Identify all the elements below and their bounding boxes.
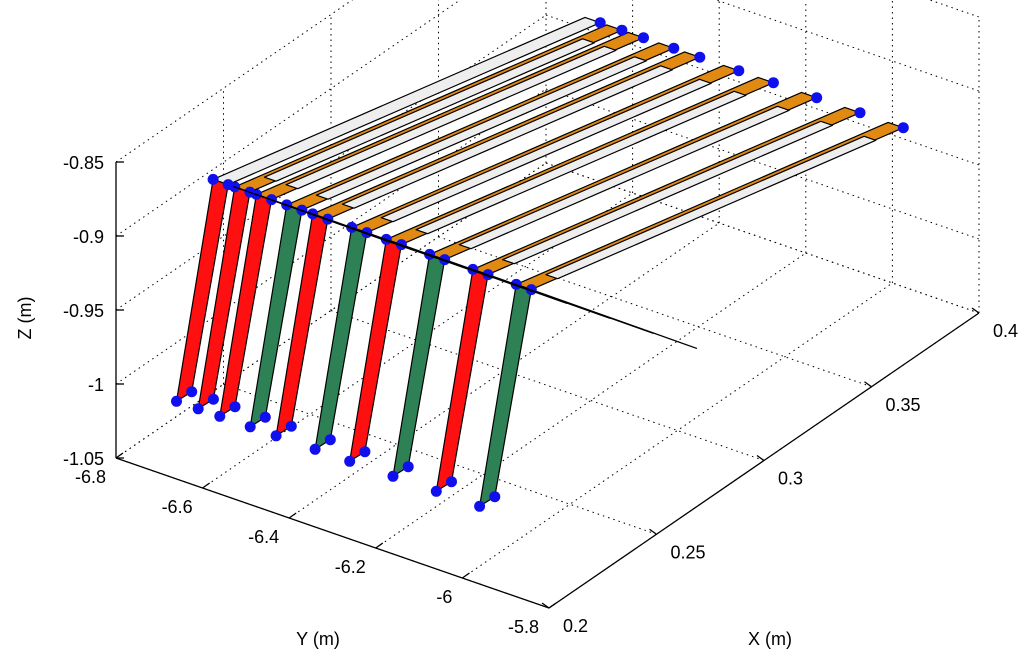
floor-grid-line: [462, 282, 893, 579]
x-tick-label: 0.3: [778, 469, 803, 489]
y-tick-mark: [115, 452, 124, 459]
wall-grid-line: [928, 0, 980, 18]
vertex-marker: [229, 401, 241, 413]
x-tick-mark: [756, 454, 765, 462]
vertex-marker: [207, 393, 219, 405]
vertex-marker: [811, 92, 823, 104]
y-tick-label: -6: [436, 587, 452, 607]
x-tick-mark: [649, 528, 657, 535]
vertex-marker: [344, 455, 356, 467]
vertex-marker: [668, 42, 680, 54]
vertex-marker: [309, 443, 321, 455]
wall-grid-line: [115, 88, 547, 385]
y-axis-label: Y (m): [296, 629, 340, 649]
z-tick-label: -1: [88, 375, 104, 395]
vertex-marker: [402, 461, 414, 473]
vertex-marker: [207, 173, 219, 185]
panel-top-inner: [458, 105, 790, 250]
vertex-marker: [897, 122, 909, 134]
y-tick-label: -6.4: [248, 527, 279, 547]
floor-grid-line: [330, 310, 765, 461]
y-tick-label: -6.8: [75, 467, 106, 487]
panel-top-inner: [502, 120, 834, 265]
vertex-marker: [474, 500, 486, 512]
y-tick-mark: [375, 542, 384, 549]
vertex-marker: [214, 410, 226, 422]
vertex-marker: [594, 17, 606, 29]
y-tick-mark: [202, 482, 210, 489]
z-axis-label: Z (m): [15, 297, 35, 340]
vertex-marker: [285, 420, 297, 432]
vertex-marker: [324, 434, 336, 446]
x-tick-label: 0.25: [671, 542, 706, 562]
x-tick-mark: [541, 602, 550, 609]
vertex-marker: [854, 107, 866, 119]
vertex-marker: [767, 77, 779, 89]
panel-top-inner: [380, 78, 712, 223]
x-tick-label: 0.4: [993, 321, 1018, 341]
panel-top-inner: [263, 38, 595, 182]
x-tick-label: 0.2: [563, 616, 588, 636]
vertex-marker: [638, 32, 649, 44]
x-axis-label: X (m): [748, 629, 792, 649]
y-tick-mark: [462, 572, 470, 579]
floor-grid-line: [375, 252, 807, 549]
vertex-marker: [244, 421, 256, 433]
panel-side-flap: [392, 253, 446, 477]
vertex-marker: [446, 476, 457, 488]
panel-side-flap: [479, 283, 532, 507]
vertex-marker: [259, 411, 271, 423]
vertex-marker: [222, 179, 234, 191]
vertex-marker: [430, 485, 442, 497]
x-tick-mark: [971, 307, 980, 314]
vertex-marker: [171, 395, 182, 407]
z-tick-label: -0.85: [63, 153, 104, 173]
panel-top-inner: [285, 45, 617, 190]
vertex-marker: [270, 430, 282, 442]
y-tick-mark: [548, 602, 557, 609]
x-tick-mark: [864, 381, 872, 388]
panel-side-flap: [435, 268, 489, 492]
floor-grid-line: [288, 222, 720, 519]
panel-top-inner: [415, 90, 747, 235]
vertex-marker: [733, 65, 745, 77]
wall-grid-line: [115, 14, 547, 311]
vertex-marker: [387, 470, 399, 482]
y-tick-label: -6.6: [162, 497, 193, 517]
y-tick-mark: [288, 512, 297, 519]
z-tick-label: -0.95: [63, 301, 104, 321]
vertex-marker: [694, 51, 706, 63]
y-axis-line: [115, 457, 550, 609]
vertex-marker: [186, 386, 198, 398]
panel-series: [171, 16, 909, 512]
y-tick-label: -6.2: [335, 557, 366, 577]
panel-top-inner: [341, 65, 673, 209]
vertex-marker: [359, 446, 371, 458]
axis-box: [115, 161, 980, 609]
tick-labels: -1.05 -1 -0.95 -0.9 -0.85 -5.8 -6 -6.2 -6.4 -6.6 -…: [63, 153, 1018, 637]
panel-top-inner: [545, 135, 877, 280]
vertex-marker: [192, 403, 204, 415]
vertex-marker: [616, 24, 628, 36]
x-tick-label: 0.35: [886, 395, 921, 415]
vertex-marker: [489, 491, 501, 503]
panel-top-inner: [315, 56, 647, 200]
z-tick-label: -0.9: [73, 227, 104, 247]
y-tick-label: -5.8: [508, 617, 539, 637]
z-tick-label: -1.05: [63, 449, 104, 469]
